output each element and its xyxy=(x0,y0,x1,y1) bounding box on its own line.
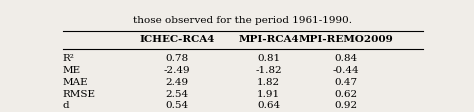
Text: R²: R² xyxy=(63,54,75,63)
Text: ICHEC-RCA4: ICHEC-RCA4 xyxy=(139,35,215,44)
Text: 0.54: 0.54 xyxy=(165,101,188,109)
Text: RMSE: RMSE xyxy=(63,89,96,98)
Text: 0.81: 0.81 xyxy=(257,54,280,63)
Text: -0.44: -0.44 xyxy=(332,66,359,74)
Text: -2.49: -2.49 xyxy=(164,66,190,74)
Text: MPI-RCA4: MPI-RCA4 xyxy=(238,35,299,44)
Text: 0.47: 0.47 xyxy=(334,77,357,86)
Text: those observed for the period 1961-1990.: those observed for the period 1961-1990. xyxy=(133,16,353,25)
Text: MPI-REMO2009: MPI-REMO2009 xyxy=(299,35,393,44)
Text: d: d xyxy=(63,101,70,109)
Text: -1.82: -1.82 xyxy=(255,66,282,74)
Text: 2.54: 2.54 xyxy=(165,89,188,98)
Text: 1.82: 1.82 xyxy=(257,77,280,86)
Text: 0.92: 0.92 xyxy=(334,101,357,109)
Text: 1.91: 1.91 xyxy=(257,89,280,98)
Text: 0.84: 0.84 xyxy=(334,54,357,63)
Text: 2.49: 2.49 xyxy=(165,77,188,86)
Text: ME: ME xyxy=(63,66,81,74)
Text: 0.62: 0.62 xyxy=(334,89,357,98)
Text: MAE: MAE xyxy=(63,77,89,86)
Text: 0.78: 0.78 xyxy=(165,54,188,63)
Text: 0.64: 0.64 xyxy=(257,101,280,109)
